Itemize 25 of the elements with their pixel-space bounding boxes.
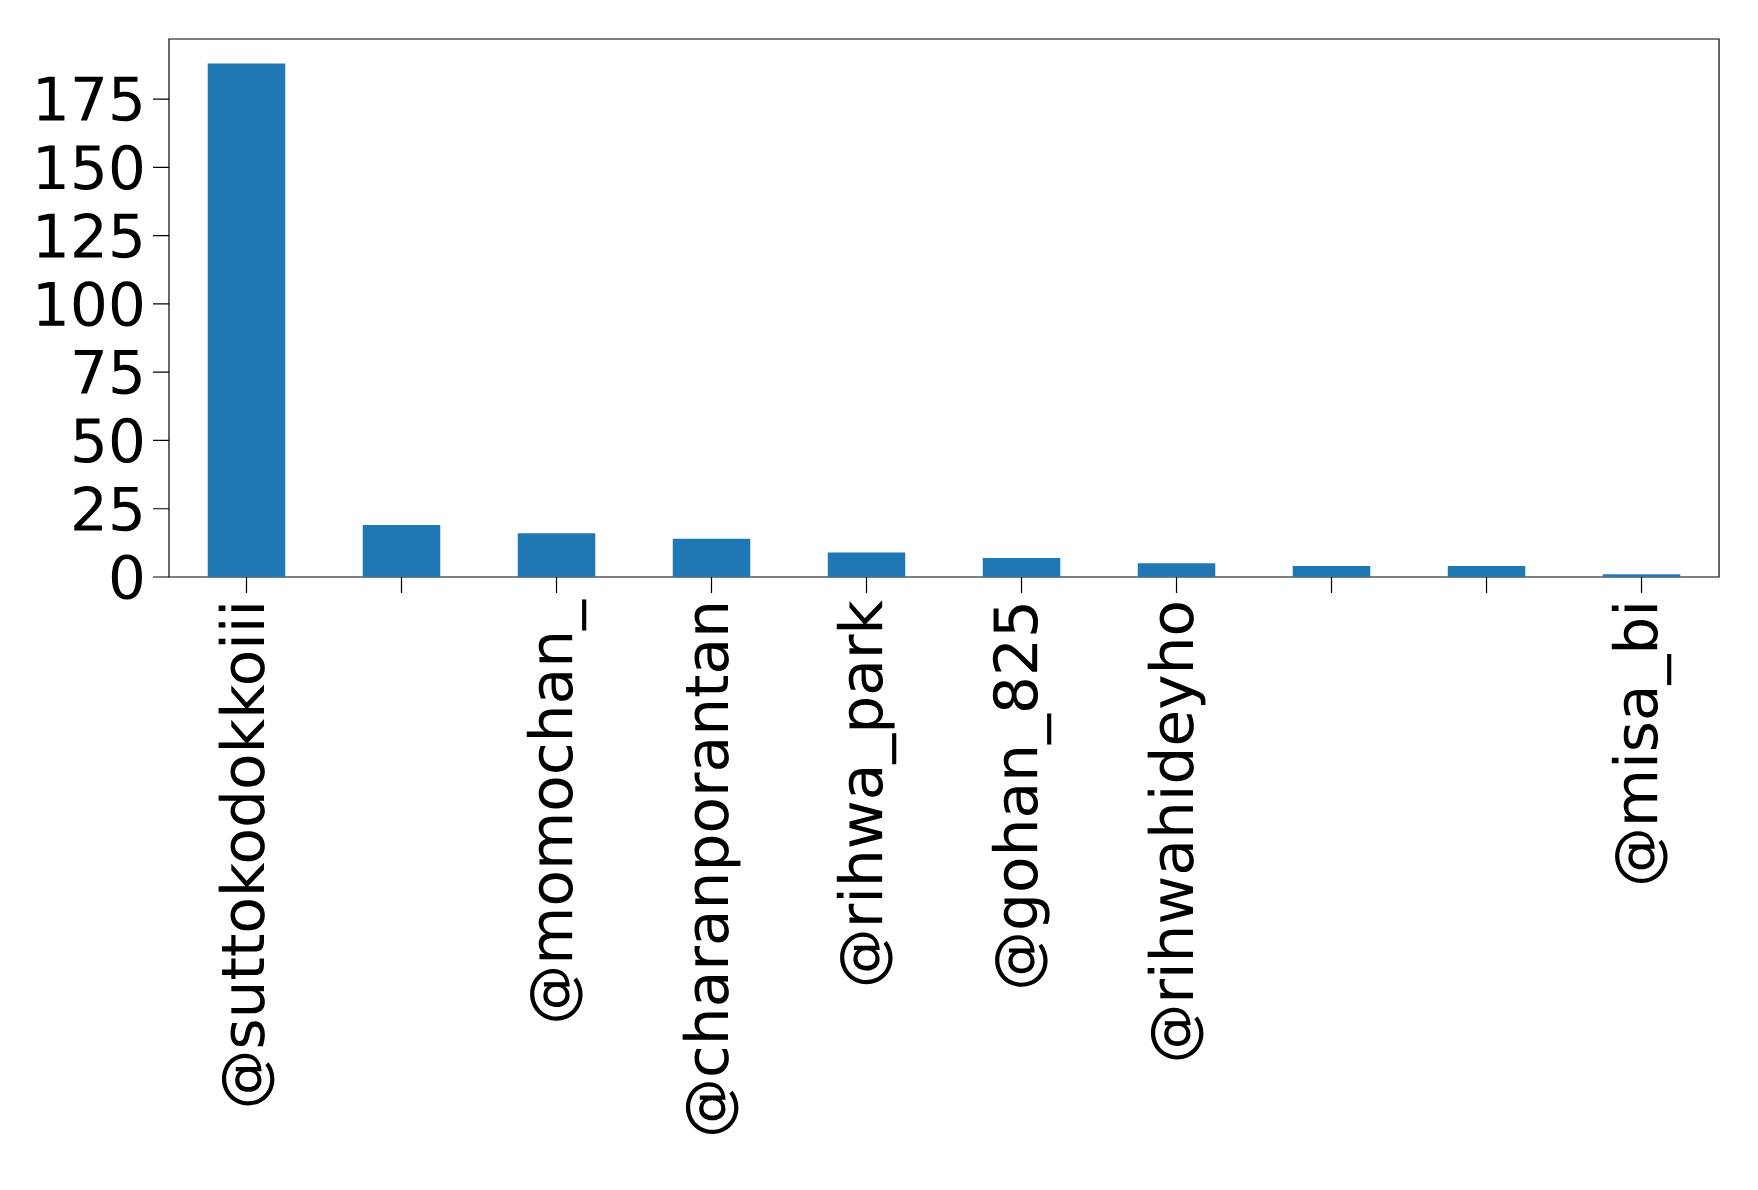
y-tick-label: 125 — [38, 213, 141, 259]
y-tick-label: 50 — [74, 417, 142, 464]
x-tick-label: @rihwahideyho — [1147, 603, 1206, 1060]
y-tick-label: 175 — [38, 76, 141, 122]
bar — [1137, 563, 1216, 577]
bar — [362, 525, 441, 577]
x-tick-label: @momochan_ — [526, 599, 587, 1021]
bar — [672, 538, 751, 577]
bar — [207, 63, 286, 577]
y-tick-label: 75 — [74, 349, 141, 395]
bar — [1292, 566, 1371, 577]
x-tick-label: @charanporantan — [682, 605, 741, 1134]
y-tick-label: 100 — [38, 281, 142, 327]
y-tick-label: 25 — [74, 486, 141, 532]
bar — [1447, 566, 1526, 577]
y-tick-label: 150 — [38, 144, 142, 190]
x-tick-label: @rihwa_park — [836, 600, 897, 985]
bar — [982, 557, 1061, 577]
bar — [827, 552, 906, 577]
bar — [517, 533, 596, 577]
y-tick-label: 0 — [111, 554, 142, 600]
x-tick-label: @gohan_825 — [991, 605, 1052, 987]
x-tick-label: @misa_bi — [1611, 605, 1672, 883]
x-tick-label: @suttokodokkoiii — [218, 605, 275, 1106]
bar — [1602, 574, 1681, 577]
